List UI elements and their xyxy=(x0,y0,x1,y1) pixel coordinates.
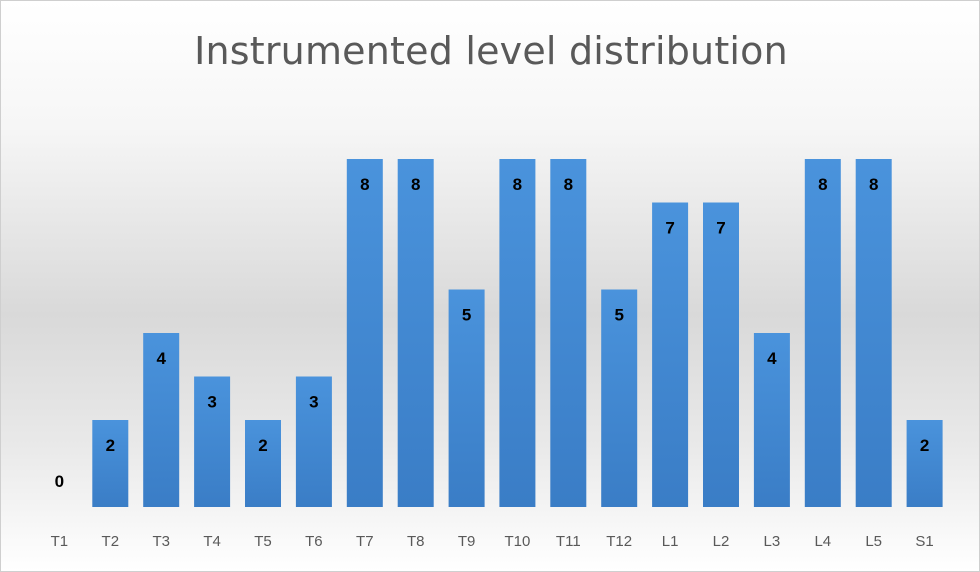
x-tick-label-T10: T10 xyxy=(504,533,530,550)
bar-T4 xyxy=(194,376,231,507)
chart-title: Instrumented level distribution xyxy=(194,29,788,73)
bar-T7 xyxy=(346,159,383,507)
bar-L5 xyxy=(855,159,892,507)
data-label-T2: 2 xyxy=(106,436,115,455)
bar-T2 xyxy=(92,420,129,507)
x-tick-label-T12: T12 xyxy=(606,533,632,550)
bar-T5 xyxy=(245,420,281,507)
bar-L2 xyxy=(703,202,739,507)
x-tick-label-S1: S1 xyxy=(915,533,933,550)
data-label-T4: 3 xyxy=(207,393,216,412)
x-tick-label-T4: T4 xyxy=(203,533,221,550)
x-tick-label-L1: L1 xyxy=(662,533,679,550)
x-tick-label-T8: T8 xyxy=(407,533,425,550)
data-label-T5: 2 xyxy=(258,436,267,455)
x-tick-label-T6: T6 xyxy=(305,533,323,550)
bar-L3 xyxy=(753,333,790,507)
x-tick-label-T9: T9 xyxy=(458,533,476,550)
bar-S1 xyxy=(906,420,943,507)
bar-T3 xyxy=(143,333,180,507)
x-tick-label-T5: T5 xyxy=(254,533,272,550)
x-tick-label-L2: L2 xyxy=(713,533,730,550)
data-label-T6: 3 xyxy=(309,393,318,412)
bar-T12 xyxy=(601,289,638,507)
data-label-L1: 7 xyxy=(665,219,674,238)
data-label-T1: 0 xyxy=(55,472,64,491)
data-label-T11: 8 xyxy=(564,175,573,194)
bar-L1 xyxy=(652,202,689,507)
data-label-T8: 8 xyxy=(411,175,420,194)
x-tick-label-L5: L5 xyxy=(865,533,882,550)
data-label-T10: 8 xyxy=(513,175,522,194)
bar-T8 xyxy=(397,159,434,507)
x-tick-label-T3: T3 xyxy=(152,533,170,550)
x-tick-label-L4: L4 xyxy=(814,533,831,550)
bar-T10 xyxy=(499,159,536,507)
x-tick-label-T11: T11 xyxy=(556,533,581,550)
data-label-T3: 4 xyxy=(156,349,166,368)
x-tick-label-T2: T2 xyxy=(102,533,120,550)
data-label-T12: 5 xyxy=(614,306,623,325)
data-label-T9: 5 xyxy=(462,306,471,325)
data-label-L3: 4 xyxy=(767,349,777,368)
data-label-S1: 2 xyxy=(920,436,929,455)
bar-T9 xyxy=(448,289,485,507)
bar-T6 xyxy=(295,376,332,507)
x-tick-label-T7: T7 xyxy=(356,533,374,550)
data-label-L5: 8 xyxy=(869,175,878,194)
data-label-L2: 7 xyxy=(716,219,725,238)
bar-T11 xyxy=(550,159,587,507)
bar-L4 xyxy=(804,159,841,507)
data-label-T7: 8 xyxy=(360,175,369,194)
data-label-L4: 8 xyxy=(818,175,827,194)
x-tick-label-T1: T1 xyxy=(51,533,69,550)
x-tick-label-L3: L3 xyxy=(764,533,781,550)
